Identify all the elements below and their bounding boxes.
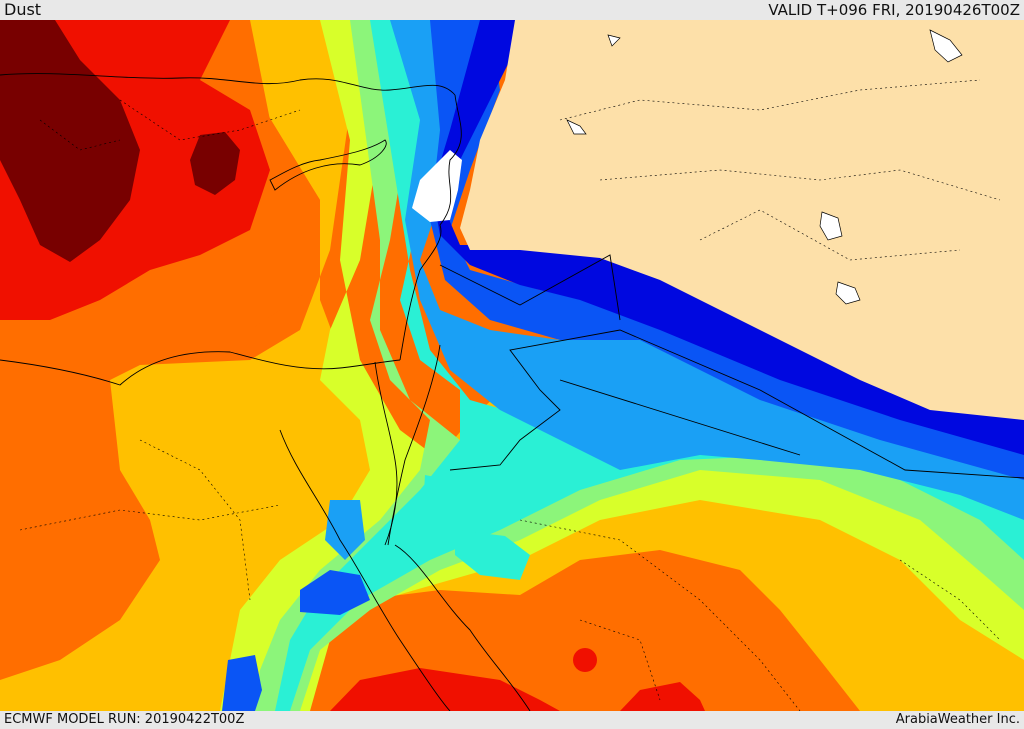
blob-blue-south bbox=[222, 655, 262, 711]
blob-cyan-small bbox=[424, 475, 440, 495]
blob-dodger-north bbox=[455, 345, 515, 390]
field-red-south-east bbox=[620, 682, 705, 711]
field-maroon-spot bbox=[190, 132, 240, 195]
blob-blue-redsea bbox=[300, 570, 370, 615]
admin-boundaries bbox=[19, 79, 1001, 711]
land-clear bbox=[460, 20, 1024, 420]
blob-cyan-mid bbox=[455, 530, 530, 580]
credit-label: ArabiaWeather Inc. bbox=[895, 712, 1020, 727]
field-dodgerblue bbox=[390, 20, 1024, 520]
coastlines bbox=[0, 73, 1024, 711]
field-maroon-nw bbox=[0, 20, 140, 262]
field-orange-south bbox=[300, 550, 860, 711]
product-title: Dust bbox=[4, 0, 42, 19]
field-yellow-west bbox=[0, 20, 1024, 711]
valid-time: VALID T+096 FRI, 20190426T00Z bbox=[768, 1, 1020, 19]
field-red-spot bbox=[573, 648, 597, 672]
dust-forecast-map[interactable] bbox=[0, 20, 1024, 711]
map-canvas bbox=[0, 20, 1024, 711]
blob-dodger-redsea bbox=[325, 500, 365, 560]
field-red-south bbox=[330, 668, 560, 711]
field-yellow-se bbox=[860, 660, 1024, 711]
model-run-label: ECMWF MODEL RUN: 20190422T00Z bbox=[4, 712, 245, 727]
lakes bbox=[566, 29, 963, 305]
footer-bar: ECMWF MODEL RUN: 20190422T00Z ArabiaWeat… bbox=[0, 711, 1024, 729]
header-bar: Dust VALID T+096 FRI, 20190426T00Z bbox=[0, 0, 1024, 20]
